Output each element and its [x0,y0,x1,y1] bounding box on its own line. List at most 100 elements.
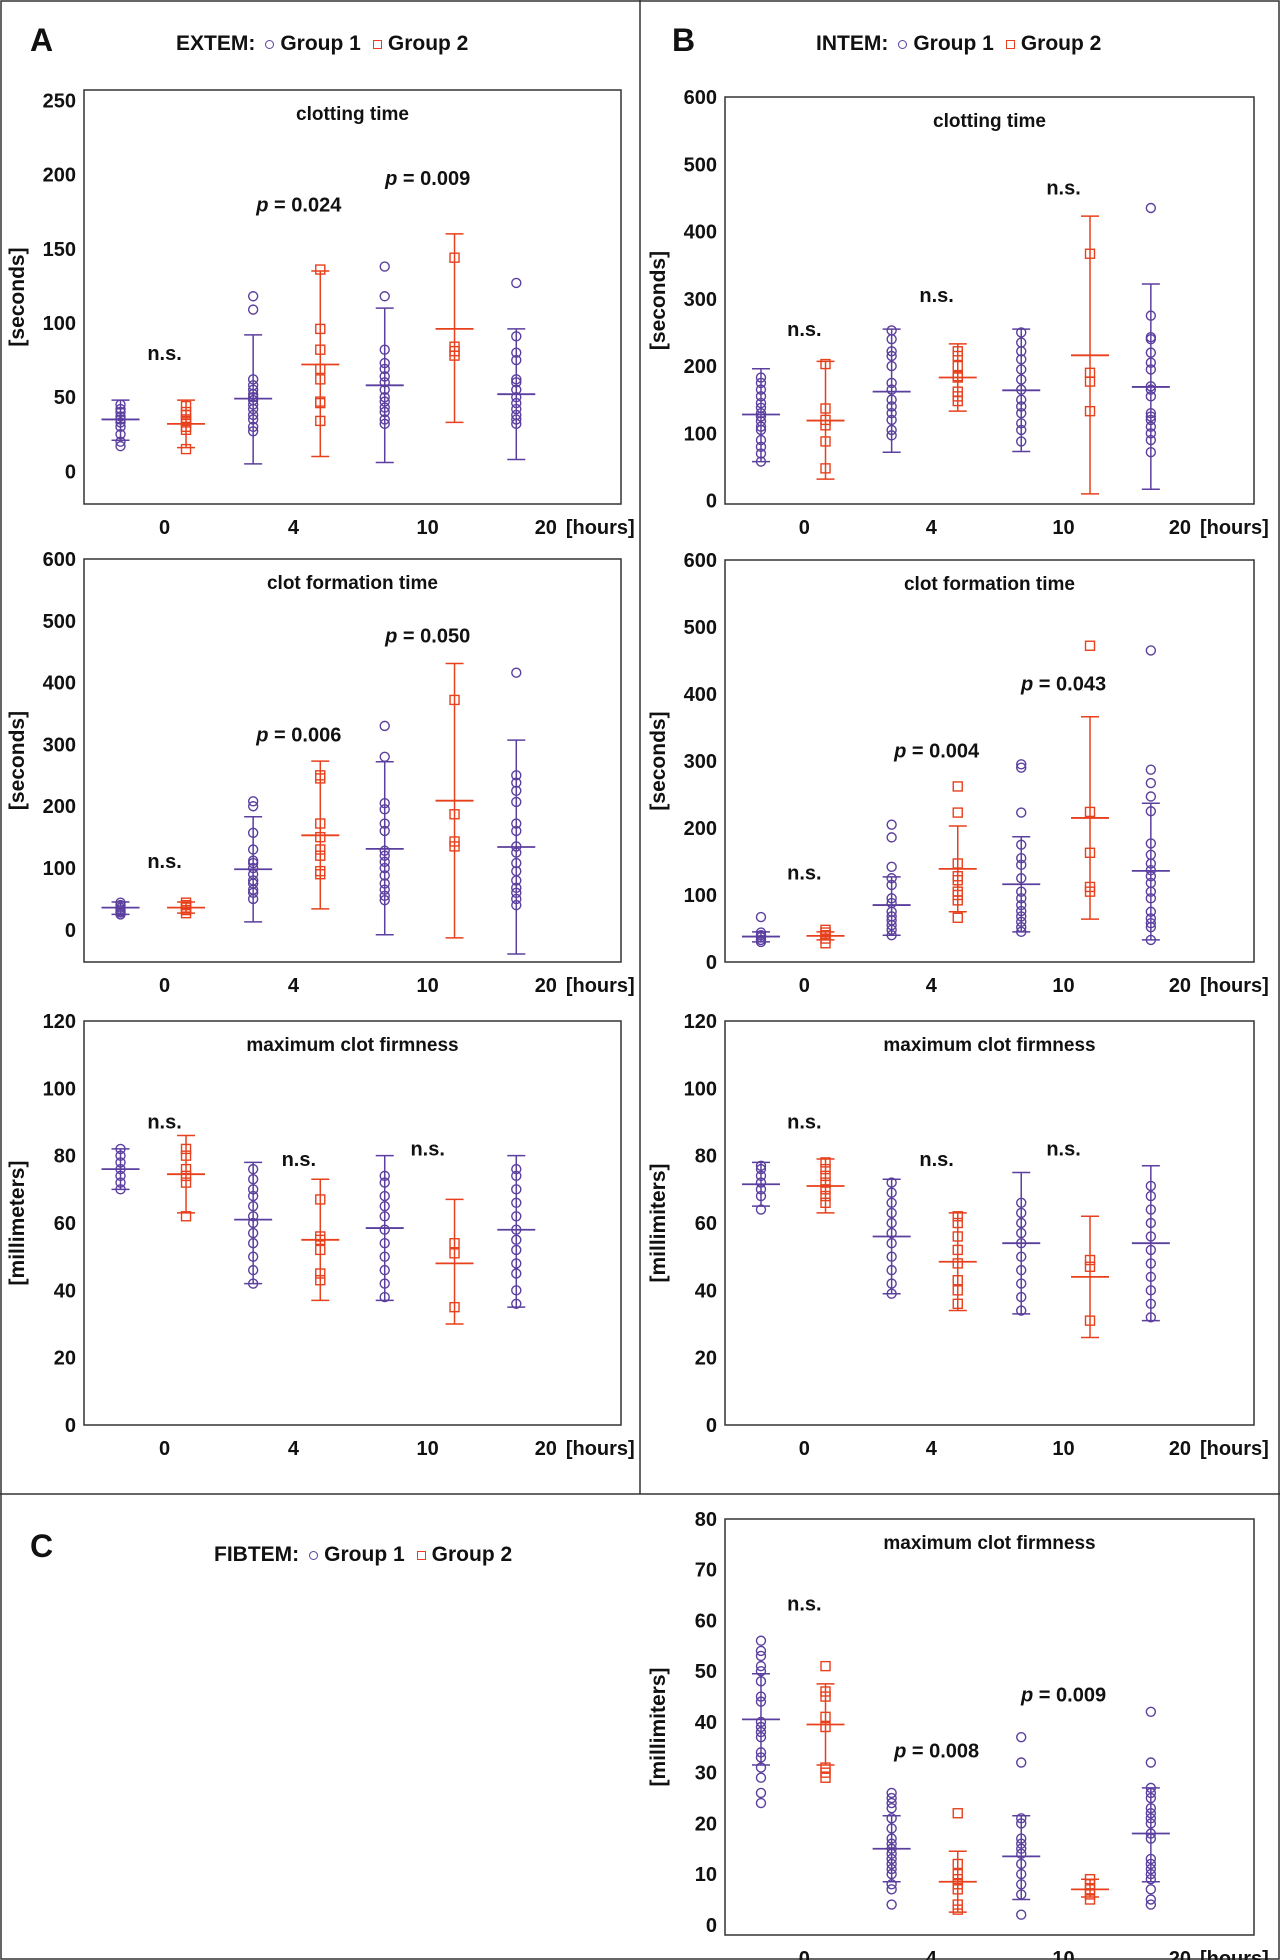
data-point-group1 [1016,407,1027,419]
data-point-group2 [449,836,460,847]
data-point-group1 [1145,1868,1157,1880]
data-point-group1 [1016,921,1027,933]
data-point-group1 [886,1858,897,1870]
data-point-group1 [886,1833,897,1844]
data-point-group1 [379,884,390,895]
data-point-group1 [886,350,897,362]
data-point-group1 [1016,1305,1027,1316]
data-point-group1 [115,421,126,433]
data-point-group1 [886,879,897,891]
data-point-group1 [247,844,259,855]
data-point-group1 [1016,911,1027,922]
data-point-group2 [952,1211,963,1222]
y-axis-label: [seconds] [6,711,29,810]
data-point-group1 [1145,1894,1157,1905]
data-point-group1 [755,1645,767,1657]
data-point-group1 [379,344,390,355]
data-point-group2 [180,1177,192,1188]
data-point-group2 [952,1231,963,1242]
y-tick-label: 0 [65,461,76,483]
data-point-group1 [1145,877,1157,889]
data-point-group1 [511,865,522,877]
data-point-group2 [820,420,831,431]
data-point-group1 [511,409,522,421]
x-tick-label: 20 [535,517,557,539]
data-point-group1 [1016,1868,1027,1880]
chart-a-maximum-clot-firmness: maximum clot firmness020406080100120[mil… [6,1011,635,1460]
data-point-group1 [755,1170,767,1182]
data-point-group1 [1016,1217,1027,1229]
data-point-group2 [449,1248,460,1259]
data-point-group1 [1145,1853,1157,1865]
data-point-group1 [1016,354,1027,365]
data-point-group1 [886,832,897,843]
y-tick-label: 80 [54,1146,76,1168]
data-point-group1 [886,394,897,405]
data-point-group1 [1145,871,1157,882]
data-point-group2 [1084,1254,1096,1266]
x-tick-label: 20 [1169,975,1191,997]
p-symbol: p [893,1740,906,1762]
data-point-group1 [1016,1889,1027,1900]
data-point-group1 [379,396,390,407]
data-point-group1 [511,1298,522,1310]
data-point-group1 [1016,1757,1027,1768]
data-point-group1 [379,894,390,906]
data-point-group1 [755,1691,767,1702]
panel-letter-c: C [30,1528,54,1564]
y-tick-label: 20 [695,1348,717,1370]
chart-title: maximum clot firmness [883,1533,1095,1554]
y-tick-label: 120 [684,1011,717,1033]
data-point-group1 [247,291,259,302]
legend-group2: Group 2 [1020,32,1102,55]
data-point-group1 [1016,1207,1027,1219]
data-point-group1 [1145,1217,1157,1229]
data-point-group1 [1145,357,1157,368]
data-point-group1 [1145,645,1157,656]
group2-square-icon [416,1550,426,1560]
p-symbol: p [1020,1685,1033,1707]
data-point-group1 [886,1863,897,1875]
y-tick-label: 100 [43,858,76,880]
data-point-group1 [247,1190,259,1202]
data-point-group1 [511,277,522,289]
data-point-group1 [755,927,767,938]
data-point-group1 [1145,202,1157,214]
x-tick-label: 0 [159,517,170,539]
data-point-group1 [1145,806,1157,817]
data-point-group1 [115,1143,126,1155]
data-point-group1 [1016,1264,1027,1276]
x-tick-label: 0 [799,975,810,997]
data-point-group1 [886,893,897,904]
data-point-group1 [511,770,522,781]
data-point-group1 [511,331,522,342]
data-point-group1 [379,414,390,425]
data-point-group1 [379,890,390,902]
data-point-group1 [1145,381,1157,392]
data-point-group1 [511,899,522,911]
data-point-group1 [511,882,522,894]
data-point-group1 [886,414,897,426]
data-point-group1 [1145,364,1157,375]
p-symbol: p [1020,674,1033,696]
y-tick-label: 300 [684,289,717,311]
data-point-group2 [315,1268,326,1279]
data-point-group1 [511,887,522,898]
data-point-group1 [1145,1787,1157,1799]
data-point-group1 [1016,852,1027,864]
data-point-group1 [247,421,259,433]
y-tick-label: 500 [684,617,717,639]
p-symbol: p [893,741,906,763]
data-point-group1 [755,377,767,389]
data-point-group1 [755,1190,767,1202]
x-axis-label: [hours] [566,517,635,539]
data-point-group1 [511,1163,522,1175]
data-point-group2 [952,1258,963,1269]
data-point-group2 [1084,367,1096,379]
data-point-group1 [511,377,522,388]
data-point-group2 [449,694,460,706]
data-point-group1 [379,1170,390,1182]
data-point-group2 [952,871,963,882]
data-point-group1 [886,1792,897,1804]
data-point-group1 [755,1716,767,1728]
